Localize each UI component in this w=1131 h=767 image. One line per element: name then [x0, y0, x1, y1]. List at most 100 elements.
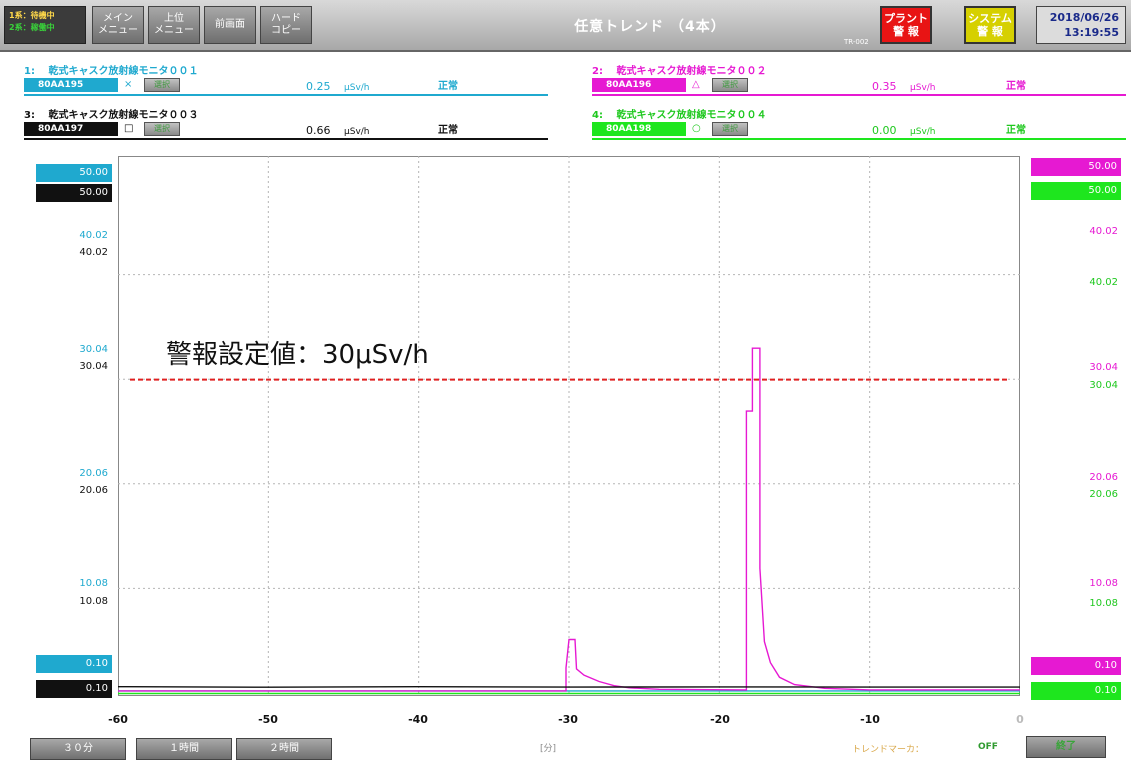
x-tick--50: -50 — [258, 713, 278, 726]
monitor-4-select-button[interactable]: 選択 — [712, 122, 748, 136]
x-tick--60: -60 — [108, 713, 128, 726]
right-axis-max-b: 50.00 — [1031, 182, 1121, 200]
right-axis-min-b: 0.10 — [1031, 682, 1121, 700]
monitor-1-tag: 80AA195 — [24, 78, 118, 92]
monitor-2-underline — [592, 94, 1126, 96]
monitor-2-select-button[interactable]: 選択 — [712, 78, 748, 92]
monitor-3-select-button[interactable]: 選択 — [144, 122, 180, 136]
end-button[interactable]: 終了 — [1026, 736, 1106, 758]
left-tick-30-b: 30.04 — [79, 361, 108, 372]
monitor-2-title: 2: 乾式キャスク放射線モニタ００２ — [592, 62, 766, 77]
plant-alarm-button[interactable]: プラント 警 報 — [880, 6, 932, 44]
monitor-3-value: 0.66 μSv/h — [306, 124, 370, 139]
left-tick-40-b: 40.02 — [79, 247, 108, 258]
right-axis-min-a: 0.10 — [1031, 657, 1121, 675]
monitor-3-underline — [24, 138, 548, 140]
range-2hour-button[interactable]: ２時間 — [236, 738, 332, 760]
trend-marker-label: トレンドマーカ： — [852, 745, 925, 755]
series-line-80AA196 — [118, 347, 1020, 692]
monitor-3-symbol: □ — [124, 123, 134, 134]
x-tick--10: -10 — [860, 713, 880, 726]
monitor-3-title: 3: 乾式キャスク放射線モニタ００３ — [24, 106, 198, 121]
monitor-4-symbol: ○ — [692, 123, 701, 134]
x-tick--30: -30 — [558, 713, 578, 726]
left-tick-20-b: 20.06 — [79, 485, 108, 496]
series-line-80AA197 — [117, 686, 1020, 688]
left-axis-min-b: 0.10 — [36, 680, 112, 698]
trend-marker-state: OFF — [978, 742, 998, 752]
monitor-4-underline — [592, 138, 1126, 140]
left-axis-min-a: 0.10 — [36, 655, 112, 673]
monitor-4-tag: 80AA198 — [592, 122, 686, 136]
x-tick-0: 0 — [1016, 713, 1024, 726]
monitor-4-value-number: 0.00 — [872, 124, 897, 137]
monitor-2-name: 乾式キャスク放射線モニタ００２ — [616, 66, 767, 77]
monitor-2-index: 2: — [592, 66, 603, 77]
monitor-2-panel: 2: 乾式キャスク放射線モニタ００２ 80AA196 △ 選択 0.35 μSv… — [592, 62, 1126, 106]
status-line-1: 1系：待機中 — [9, 11, 55, 20]
monitor-3-index: 3: — [24, 110, 35, 121]
left-tick-20-a: 20.06 — [79, 468, 108, 479]
monitor-2-value: 0.35 μSv/h — [872, 80, 936, 95]
right-tick-30-a: 30.04 — [1089, 362, 1118, 373]
previous-screen-button[interactable]: 前画面 — [204, 6, 256, 44]
monitor-2-value-number: 0.35 — [872, 80, 897, 93]
x-tick--20: -20 — [710, 713, 730, 726]
monitor-4-title: 4: 乾式キャスク放射線モニタ００４ — [592, 106, 766, 121]
monitor-4-name: 乾式キャスク放射線モニタ００４ — [616, 110, 767, 121]
right-tick-20-b: 20.06 — [1089, 489, 1118, 500]
upper-menu-button[interactable]: 上位 メニュー — [148, 6, 200, 44]
x-axis-unit-label: [分] — [540, 744, 557, 754]
x-tick--40: -40 — [408, 713, 428, 726]
monitor-2-tag: 80AA196 — [592, 78, 686, 92]
system-status-box: 1系：待機中 2系：稼働中 — [4, 6, 86, 44]
monitor-3-panel: 3: 乾式キャスク放射線モニタ００３ 80AA197 □ 選択 0.66 μSv… — [24, 106, 548, 150]
left-axis-max-b: 50.00 — [36, 184, 112, 202]
main-menu-button[interactable]: メイン メニュー — [92, 6, 144, 44]
screen-code: TR-002 — [844, 38, 869, 46]
left-axis-max-a: 50.00 — [36, 164, 112, 182]
monitor-4-status: 正常 — [1006, 125, 1026, 136]
left-tick-10-a: 10.08 — [79, 578, 108, 589]
system-alarm-button[interactable]: システム 警 報 — [964, 6, 1016, 44]
right-tick-40-a: 40.02 — [1089, 226, 1118, 237]
right-tick-10-a: 10.08 — [1089, 578, 1118, 589]
clock-time: 13:19:55 — [1064, 26, 1119, 39]
right-axis-max-a: 50.00 — [1031, 158, 1121, 176]
monitor-1-name: 乾式キャスク放射線モニタ００１ — [48, 66, 199, 77]
range-30min-button[interactable]: ３０分 — [30, 738, 126, 760]
right-tick-40-b: 40.02 — [1089, 277, 1118, 288]
monitor-3-tag: 80AA197 — [24, 122, 118, 136]
monitor-1-symbol: × — [124, 79, 133, 90]
monitor-1-select-button[interactable]: 選択 — [144, 78, 180, 92]
monitor-3-unit: μSv/h — [344, 127, 370, 137]
monitor-2-unit: μSv/h — [910, 83, 936, 93]
monitor-2-status: 正常 — [1006, 81, 1026, 92]
monitor-1-index: 1: — [24, 66, 35, 77]
monitor-2-symbol: △ — [692, 79, 700, 90]
monitor-4-panel: 4: 乾式キャスク放射線モニタ００４ 80AA198 ○ 選択 0.00 μSv… — [592, 106, 1126, 150]
range-1hour-button[interactable]: １時間 — [136, 738, 232, 760]
right-tick-20-a: 20.06 — [1089, 472, 1118, 483]
alarm-threshold-annotation: 警報設定値：30μSv/h — [166, 340, 429, 370]
status-line-2: 2系：稼働中 — [9, 23, 55, 32]
monitor-1-status: 正常 — [438, 81, 458, 92]
top-bar: 1系：待機中 2系：稼働中 メイン メニュー 上位 メニュー 前画面 ハード コ… — [0, 0, 1131, 52]
left-tick-10-b: 10.08 — [79, 596, 108, 607]
left-tick-40-a: 40.02 — [79, 230, 108, 241]
monitor-3-name: 乾式キャスク放射線モニタ００３ — [48, 110, 199, 121]
clock: 2018/06/26 13:19:55 — [1036, 6, 1126, 44]
monitor-4-value: 0.00 μSv/h — [872, 124, 936, 139]
right-tick-10-b: 10.08 — [1089, 598, 1118, 609]
clock-date: 2018/06/26 — [1049, 11, 1119, 24]
monitor-1-value: 0.25 μSv/h — [306, 80, 370, 95]
right-tick-30-b: 30.04 — [1089, 380, 1118, 391]
monitor-1-panel: 1: 乾式キャスク放射線モニタ００１ 80AA195 × 選択 0.25 μSv… — [24, 62, 548, 106]
monitor-1-value-number: 0.25 — [306, 80, 331, 93]
page-title: 任意トレンド （4本） — [574, 19, 726, 35]
monitor-3-value-number: 0.66 — [306, 124, 331, 137]
monitor-1-underline — [24, 94, 548, 96]
hard-copy-button[interactable]: ハード コピー — [260, 6, 312, 44]
monitor-4-unit: μSv/h — [910, 127, 936, 137]
